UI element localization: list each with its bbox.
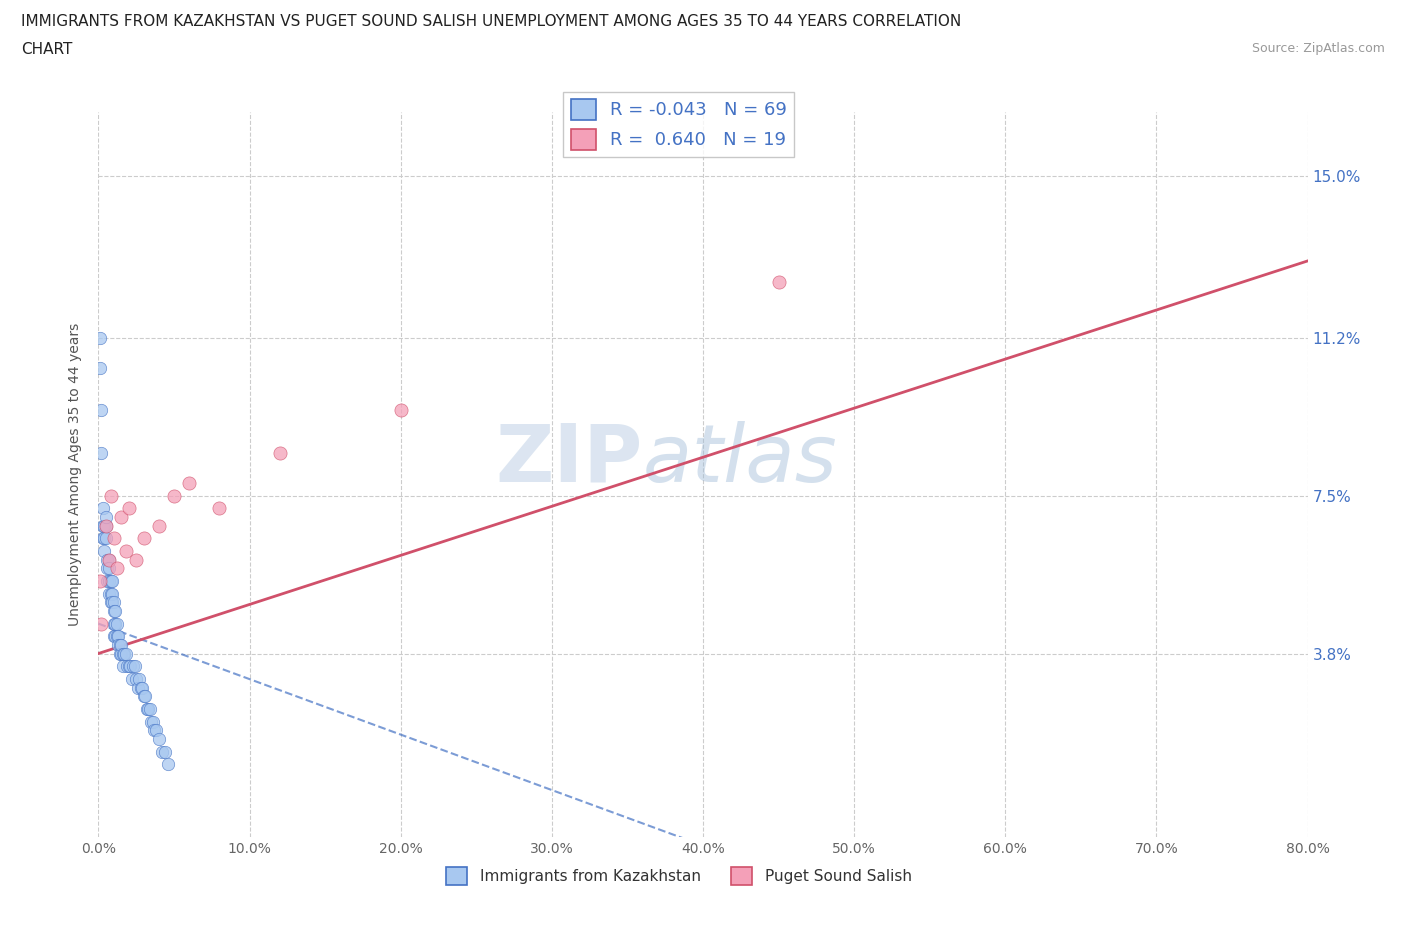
Point [94,518,117,533]
Point [105,629,128,644]
Point [156,757,179,772]
Point [129,680,152,695]
Text: atlas: atlas [643,420,838,498]
Point [101,586,124,601]
Point [768,275,790,290]
Point [90,445,112,460]
Point [135,701,157,716]
Point [118,501,141,516]
Point [110,510,132,525]
Point [112,646,135,661]
Point [121,671,143,686]
Point [104,629,127,644]
Point [101,595,124,610]
Point [125,671,148,686]
Point [100,574,122,589]
Point [110,646,132,661]
Point [150,744,173,759]
Point [148,731,170,746]
Point [93,531,115,546]
Point [104,617,127,631]
Point [107,638,129,653]
Point [118,658,141,673]
Legend: Immigrants from Kazakhstan, Puget Sound Salish: Immigrants from Kazakhstan, Puget Sound … [440,861,918,891]
Point [104,604,127,618]
Point [208,501,231,516]
Point [103,617,125,631]
Point [100,488,122,503]
Point [114,646,136,661]
Point [98,552,121,567]
Point [89,360,111,375]
Point [103,629,125,644]
Point [94,518,117,533]
Point [98,552,121,567]
Point [91,501,114,516]
Text: CHART: CHART [21,42,73,57]
Point [105,561,128,576]
Point [127,680,149,695]
Point [153,744,176,759]
Point [115,658,138,673]
Point [91,518,114,533]
Point [128,671,150,686]
Point [125,552,148,567]
Point [111,646,134,661]
Point [94,510,117,525]
Point [98,586,121,601]
Text: IMMIGRANTS FROM KAZAKHSTAN VS PUGET SOUND SALISH UNEMPLOYMENT AMONG AGES 35 TO 4: IMMIGRANTS FROM KAZAKHSTAN VS PUGET SOUN… [21,14,962,29]
Point [100,586,122,601]
Point [141,714,163,729]
Point [132,531,155,546]
Point [98,561,121,576]
Point [142,714,165,729]
Y-axis label: Unemployment Among Ages 35 to 44 years: Unemployment Among Ages 35 to 44 years [69,323,83,626]
Point [108,646,131,661]
Text: Source: ZipAtlas.com: Source: ZipAtlas.com [1251,42,1385,55]
Point [134,689,156,704]
Point [108,638,131,653]
Point [114,544,136,559]
Point [143,723,166,737]
Point [110,638,132,653]
Point [131,680,153,695]
Point [122,658,145,673]
Point [90,403,112,418]
Point [163,488,186,503]
Point [100,595,122,610]
Point [98,574,121,589]
Point [89,574,111,589]
Point [89,330,111,345]
Point [132,689,155,704]
Point [136,701,159,716]
Point [96,574,118,589]
Text: ZIP: ZIP [495,420,643,498]
Point [96,561,118,576]
Point [124,658,146,673]
Point [145,723,167,737]
Point [107,629,129,644]
Point [90,617,112,631]
Point [269,445,291,460]
Point [96,552,118,567]
Point [389,403,412,418]
Point [91,531,114,546]
Point [139,701,162,716]
Point [94,531,117,546]
Point [93,518,115,533]
Point [179,475,201,490]
Point [105,617,128,631]
Point [111,658,134,673]
Point [101,574,124,589]
Point [148,518,170,533]
Point [103,531,125,546]
Point [103,604,125,618]
Point [93,544,115,559]
Point [120,658,142,673]
Point [103,595,125,610]
